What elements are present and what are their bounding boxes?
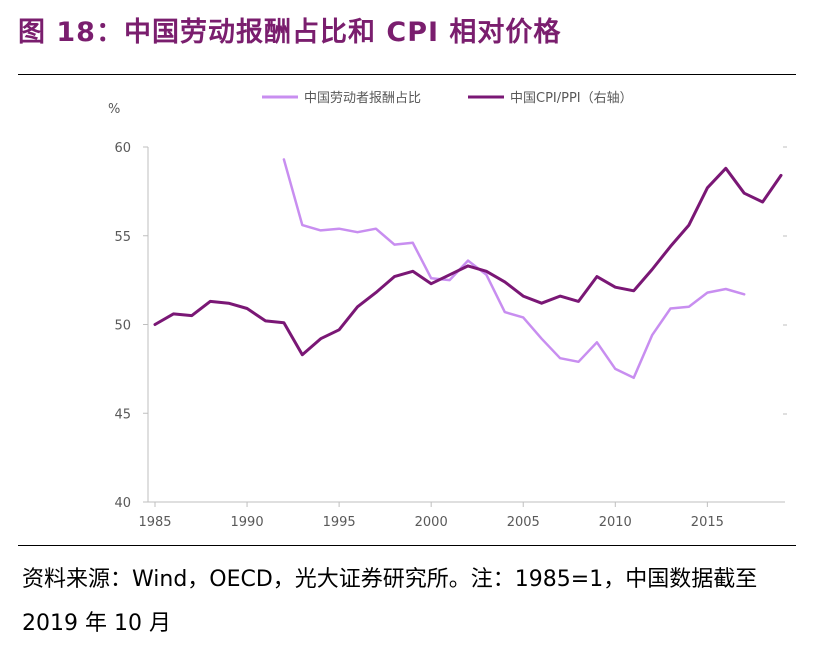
x-tick-label: 1985 [138, 515, 171, 530]
y-axis-ticks: 40 45 50 55 60 [114, 141, 148, 511]
x-tick-label: 2000 [415, 515, 448, 530]
x-tick-label: 2005 [507, 515, 540, 530]
x-tick-label: 1995 [323, 515, 356, 530]
x-tick-label: 1990 [231, 515, 264, 530]
bottom-rule [18, 545, 796, 546]
y-tick-label: 40 [114, 496, 131, 511]
figure-title: 图 18：中国劳动报酬占比和 CPI 相对价格 [18, 17, 562, 48]
y-tick-label: 60 [114, 141, 131, 156]
source-note: 资料来源：Wind，OECD，光大证券研究所。注：1985=1，中国数据截至 2… [22, 567, 758, 636]
top-rule [18, 74, 796, 75]
x-tick-label: 2010 [599, 515, 632, 530]
series-line-cpi-ppi [153, 166, 783, 357]
x-tick-label: 2015 [691, 515, 724, 530]
legend-label-labor-share: 中国劳动者报酬占比 [304, 90, 421, 106]
y-axis-unit-label: % [108, 102, 120, 117]
y-tick-label: 55 [114, 230, 131, 245]
y-tick-label: 50 [114, 319, 131, 334]
legend: 中国劳动者报酬占比 中国CPI/PPI（右轴） [262, 90, 633, 106]
x-axis-ticks: 1985 1990 1995 2000 2005 2010 2015 [138, 502, 724, 530]
series-line-labor-share [282, 158, 746, 380]
series-lines [153, 158, 783, 380]
line-chart: 中国劳动者报酬占比 中国CPI/PPI（右轴） % 40 45 50 55 60 198… [108, 90, 787, 530]
right-axis-tick-marks [783, 146, 787, 415]
y-tick-label: 45 [114, 407, 131, 422]
legend-label-cpi-ppi: 中国CPI/PPI（右轴） [510, 91, 633, 106]
